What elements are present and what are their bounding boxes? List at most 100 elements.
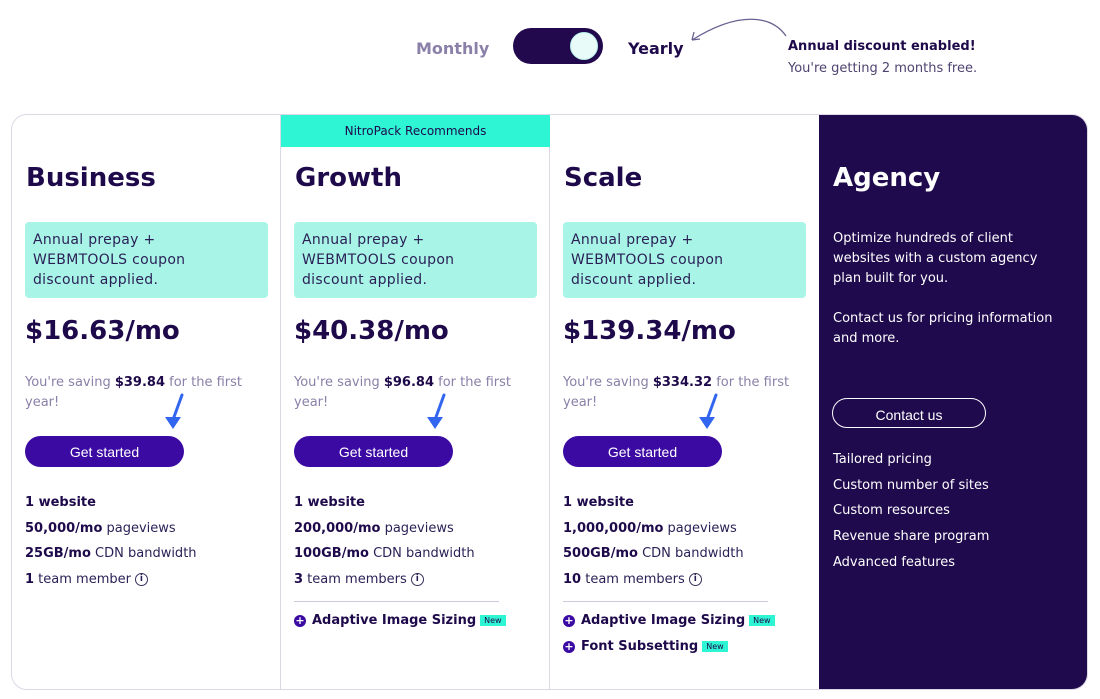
plan-price: $40.38/mo [294, 316, 449, 346]
plan-scale: Scale Annual prepay + WEBMTOOLS coupon d… [550, 115, 819, 689]
feature-item: 50,000/mo pageviews [25, 521, 265, 547]
feature-item: 3 team members i [294, 572, 534, 598]
contact-us-button[interactable]: Contact us [832, 398, 986, 428]
addon-item: + Adaptive Image Sizing New [294, 613, 506, 628]
feature-value: 3 [294, 572, 304, 588]
discount-title: Annual discount enabled! [788, 39, 976, 54]
new-badge: New [702, 641, 728, 652]
info-icon[interactable]: i [410, 573, 424, 587]
feature-value: 500GB/mo [563, 546, 638, 562]
pointer-arrow-icon [427, 393, 446, 429]
feature-item: Custom resources [833, 503, 950, 519]
feature-item: 1 website [25, 495, 265, 521]
plan-name: Agency [833, 163, 941, 193]
recommend-badge: NitroPack Recommends [281, 115, 550, 147]
get-started-button[interactable]: Get started [294, 436, 453, 467]
divider [563, 601, 768, 602]
feature-value: 200,000/mo [294, 520, 381, 536]
feature-list: 1 website 1,000,000/mo pageviews 500GB/m… [563, 495, 803, 598]
yearly-label[interactable]: Yearly [628, 39, 684, 58]
plus-circle-icon: + [563, 639, 575, 653]
feature-value: 10 [563, 572, 582, 588]
coupon-line: Annual prepay + [571, 232, 694, 248]
pricing-table: Business Annual prepay + WEBMTOOLS coupo… [11, 114, 1088, 690]
feature-item: Advanced features [833, 554, 956, 570]
curved-arrow-icon [691, 18, 787, 41]
saving-suffix: for the first year! [294, 375, 512, 410]
addon-item: + Adaptive Image Sizing New [563, 613, 775, 628]
info-icon[interactable]: i [134, 573, 148, 587]
addon-label: Adaptive Image Sizing [312, 613, 477, 628]
feature-item: 1 website [294, 495, 534, 521]
feature-text: team member [34, 572, 131, 588]
saving-prefix: You're saving [25, 375, 115, 390]
coupon-line: Annual prepay + [302, 232, 425, 248]
feature-value: 1 website [25, 495, 96, 510]
feature-item: 500GB/mo CDN bandwidth [563, 546, 803, 572]
feature-text: pageviews [102, 520, 176, 536]
saving-prefix: You're saving [294, 375, 384, 390]
saving-amount: $39.84 [114, 375, 166, 390]
feature-item: 1 website [563, 495, 803, 521]
saving-amount: $334.32 [652, 375, 713, 390]
feature-value: 1 website [563, 495, 634, 510]
coupon-notice: Annual prepay + WEBMTOOLS coupon discoun… [25, 222, 268, 298]
addon-item: + Font Subsetting New [563, 639, 728, 654]
billing-toggle-switch[interactable] [513, 28, 603, 64]
plan-business: Business Annual prepay + WEBMTOOLS coupo… [12, 115, 281, 689]
feature-item: Revenue share program [833, 529, 990, 545]
agency-contact-info: Contact us for pricing information and m… [833, 311, 1053, 346]
addon-label: Font Subsetting [581, 639, 699, 654]
feature-value: 50,000/mo [25, 520, 103, 536]
plan-growth: Growth Annual prepay + WEBMTOOLS coupon … [281, 115, 550, 689]
get-started-button[interactable]: Get started [25, 436, 184, 467]
pointer-arrow-icon [165, 393, 184, 429]
feature-item: 10 team members i [563, 572, 803, 598]
plan-name: Business [26, 163, 156, 193]
saving-text: You're saving $334.32 for the first year… [563, 373, 803, 413]
feature-text: CDN bandwidth [90, 546, 197, 562]
saving-suffix: for the first year! [563, 375, 790, 410]
feature-item: 100GB/mo CDN bandwidth [294, 546, 534, 572]
plus-circle-icon: + [563, 613, 575, 627]
coupon-line: discount applied. [571, 272, 697, 288]
billing-toggle-row: Monthly Yearly Annual discount enabled! … [0, 18, 1100, 76]
coupon-line: discount applied. [33, 272, 159, 288]
pointer-arrow-icon [699, 393, 718, 429]
monthly-label[interactable]: Monthly [416, 39, 490, 58]
feature-text: pageviews [380, 520, 454, 536]
saving-suffix: for the first year! [25, 375, 243, 410]
coupon-line: discount applied. [302, 272, 428, 288]
feature-value: 1 website [294, 495, 365, 510]
new-badge: New [749, 615, 775, 626]
discount-subtitle: You're getting 2 months free. [788, 61, 978, 76]
feature-text: team members [581, 572, 685, 588]
addon-label: Adaptive Image Sizing [581, 613, 746, 628]
feature-list: 1 website 200,000/mo pageviews 100GB/mo … [294, 495, 534, 598]
feature-item: 25GB/mo CDN bandwidth [25, 546, 265, 572]
agency-feature-list: Tailored pricing Custom number of sites … [833, 452, 1063, 580]
saving-amount: $96.84 [383, 375, 435, 390]
feature-item: Custom number of sites [833, 477, 989, 493]
feature-text: CDN bandwidth [637, 546, 744, 562]
feature-item: Tailored pricing [833, 452, 932, 467]
plan-price: $16.63/mo [25, 316, 180, 346]
feature-value: 1 [25, 572, 35, 588]
plan-price: $139.34/mo [563, 316, 736, 346]
info-icon[interactable]: i [688, 573, 702, 587]
toggle-knob [570, 32, 598, 60]
feature-text: CDN bandwidth [368, 546, 475, 562]
feature-value: 1,000,000/mo [563, 520, 664, 536]
coupon-line: WEBMTOOLS coupon [33, 252, 186, 268]
coupon-notice: Annual prepay + WEBMTOOLS coupon discoun… [294, 222, 537, 298]
agency-description: Optimize hundreds of client websites wit… [833, 231, 1038, 286]
feature-value: 100GB/mo [294, 546, 369, 562]
plus-circle-icon: + [294, 613, 306, 627]
plan-name: Growth [295, 163, 402, 193]
feature-text: pageviews [663, 520, 737, 536]
get-started-button[interactable]: Get started [563, 436, 722, 467]
new-badge: New [480, 615, 506, 626]
saving-text: You're saving $39.84 for the first year! [25, 373, 265, 413]
feature-item: 200,000/mo pageviews [294, 521, 534, 547]
feature-value: 25GB/mo [25, 546, 91, 562]
